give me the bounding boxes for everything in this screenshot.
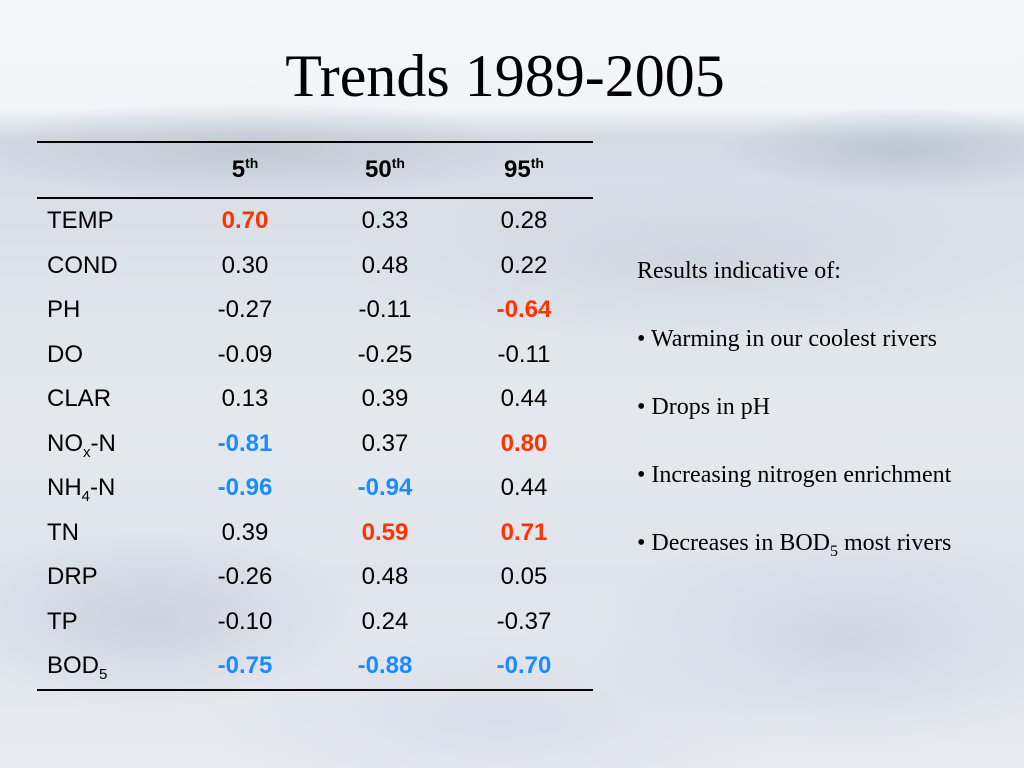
value-5th: 0.13 (221, 385, 269, 413)
value-50th: 0.37 (361, 429, 409, 457)
value-50th: -0.88 (315, 644, 455, 691)
parameter-name: TN (47, 518, 79, 546)
table-row: COND 0.30 0.48 0.22 (37, 244, 593, 289)
parameter-name: COND (47, 251, 118, 279)
parameter-name: NH4-N (47, 474, 116, 506)
value-95th: 0.22 (500, 251, 548, 279)
value-5th: -0.75 (175, 644, 315, 691)
value-50th: 0.33 (361, 207, 409, 235)
value-5th: -0.96 (217, 474, 273, 502)
parameter-name: TP (47, 607, 78, 635)
table-header-row: 5th 50th 95th (37, 141, 593, 199)
value-95th: -0.64 (496, 296, 552, 324)
parameter-name: BOD5 (37, 644, 175, 691)
value-5th: -0.10 (217, 607, 273, 635)
table-row: TEMP 0.70 0.33 0.28 (37, 198, 593, 244)
table-row: NOx-N -0.81 0.37 0.80 (37, 422, 593, 467)
value-95th: 0.28 (500, 207, 548, 235)
parameter-name: CLAR (47, 385, 112, 413)
value-50th: 0.48 (361, 563, 409, 591)
value-5th: 0.70 (221, 207, 269, 235)
note-bullet-ph: • Drops in pH (637, 394, 771, 420)
value-5th: 0.30 (221, 251, 269, 279)
table-row: BOD5 -0.75 -0.88 -0.70 (37, 644, 593, 691)
table-row: NH4-N -0.96 -0.94 0.44 (37, 466, 593, 511)
trends-table-container: 5th 50th 95th TEMP 0.70 0.33 0.28 COND 0.30 0.… (37, 141, 593, 691)
table-row: TP -0.10 0.24 -0.37 (37, 600, 593, 645)
notes-heading: Results indicative of: (637, 258, 841, 284)
note-bullet-warming: • Warming in our coolest rivers (637, 326, 937, 352)
value-95th: -0.11 (497, 340, 551, 368)
value-95th: -0.37 (496, 607, 552, 635)
parameter-name: DO (47, 340, 83, 368)
header-95th: 95th (455, 141, 593, 199)
value-5th: -0.81 (217, 429, 273, 457)
value-50th: -0.25 (357, 340, 413, 368)
value-95th: 0.80 (500, 429, 548, 457)
value-50th: -0.11 (358, 296, 412, 324)
header-5th: 5th (175, 141, 315, 199)
value-95th: 0.05 (500, 563, 548, 591)
slide-title: Trends 1989-2005 (285, 43, 725, 109)
parameter-name: NOx-N (47, 429, 116, 461)
parameter-name: PH (47, 296, 81, 324)
value-5th: -0.09 (217, 340, 273, 368)
value-95th: 0.44 (500, 385, 548, 413)
value-50th: 0.39 (361, 385, 409, 413)
trends-table: 5th 50th 95th TEMP 0.70 0.33 0.28 COND 0.30 0.… (37, 141, 593, 691)
value-95th: 0.71 (500, 518, 548, 546)
value-5th: 0.39 (221, 518, 269, 546)
table-row: DO -0.09 -0.25 -0.11 (37, 333, 593, 378)
table-row: CLAR 0.13 0.39 0.44 (37, 377, 593, 422)
value-5th: -0.27 (217, 296, 273, 324)
table-row: DRP -0.26 0.48 0.05 (37, 555, 593, 600)
value-50th: -0.94 (357, 474, 413, 502)
value-95th: -0.70 (455, 644, 593, 691)
value-50th: 0.48 (361, 251, 409, 279)
parameter-name: TEMP (47, 207, 114, 235)
table-body: TEMP 0.70 0.33 0.28 COND 0.30 0.48 0.22 PH -0.27 -… (37, 198, 593, 691)
header-blank (37, 141, 175, 199)
results-notes: Results indicative of: • Warming in our … (637, 256, 1022, 596)
value-50th: 0.59 (361, 518, 409, 546)
parameter-name: DRP (47, 563, 98, 591)
value-50th: 0.24 (361, 607, 409, 635)
value-95th: 0.44 (500, 474, 548, 502)
note-bullet-bod: • Decreases in BOD5 most rivers (637, 530, 952, 560)
table-row: PH -0.27 -0.11 -0.64 (37, 288, 593, 333)
header-50th: 50th (315, 141, 455, 199)
note-bullet-nitrogen: • Increasing nitrogen enrichment (637, 462, 952, 488)
table-row: TN 0.39 0.59 0.71 (37, 511, 593, 556)
value-5th: -0.26 (217, 563, 273, 591)
